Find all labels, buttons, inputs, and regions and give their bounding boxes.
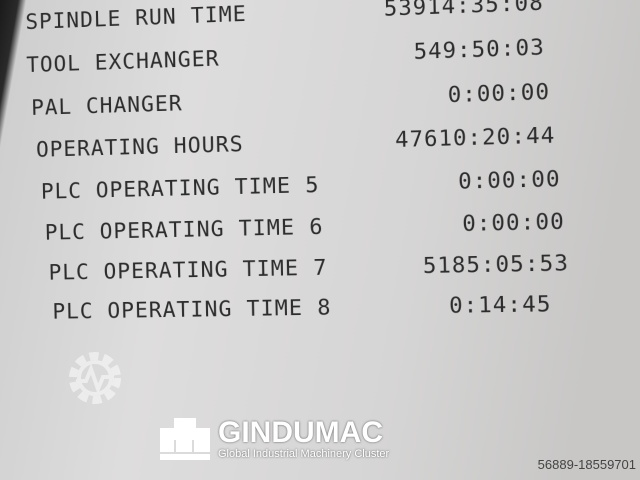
row-value: 0:00:00 — [462, 208, 566, 237]
row-label: SPINDLE RUN TIME — [25, 1, 248, 35]
row-value: 549:50:03 — [413, 34, 546, 65]
gear-wave-icon — [69, 352, 121, 404]
row-label: PLC OPERATING TIME 7 — [48, 255, 328, 285]
logo-brand: GINDUMAC — [218, 416, 383, 449]
row-label: PLC OPERATING TIME 8 — [52, 295, 332, 324]
reference-number: 56889-18559701 — [537, 457, 636, 472]
row-pal-changer: PAL CHANGER 0:00:00 — [31, 79, 550, 120]
row-plc-time-8: PLC OPERATING TIME 8 0:14:45 — [52, 291, 552, 323]
brick-logo-icon — [160, 418, 210, 460]
row-tool-exchanger: TOOL EXCHANGER 549:50:03 — [26, 35, 545, 77]
row-value: 0:00:00 — [457, 166, 561, 194]
row-value: 0:00:00 — [447, 79, 551, 108]
logo-tagline: Global Industrial Machinery Cluster — [218, 448, 390, 460]
row-operating-hours: OPERATING HOURS 47610:20:44 — [36, 123, 556, 162]
gindumac-logo: GINDUMAC Global Industrial Machinery Clu… — [160, 418, 389, 460]
row-plc-time-7: PLC OPERATING TIME 7 5185:05:53 — [48, 251, 569, 285]
row-label: OPERATING HOURS — [35, 131, 244, 162]
row-value: 53914:35:08 — [383, 0, 545, 21]
row-plc-time-6: PLC OPERATING TIME 6 0:00:00 — [45, 209, 566, 245]
row-value: 47610:20:44 — [394, 122, 556, 153]
row-plc-time-5: PLC OPERATING TIME 5 0:00:00 — [41, 166, 561, 203]
row-label: TOOL EXCHANGER — [26, 46, 220, 78]
row-label: PLC OPERATING TIME 6 — [44, 214, 324, 245]
row-label: PAL CHANGER — [30, 91, 183, 120]
row-value: 0:14:45 — [448, 291, 552, 318]
row-label: PLC OPERATING TIME 5 — [40, 172, 320, 204]
row-spindle-run-time: SPINDLE RUN TIME 53914:35:08 — [25, 0, 544, 34]
row-value: 5185:05:53 — [422, 250, 570, 279]
